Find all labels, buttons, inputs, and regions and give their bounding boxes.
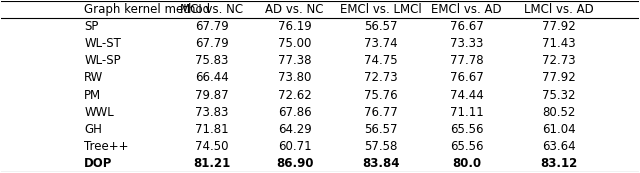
Text: WL-ST: WL-ST [84,37,121,51]
Text: 73.83: 73.83 [195,106,228,119]
Text: 76.67: 76.67 [450,71,483,84]
Text: 76.19: 76.19 [278,20,312,33]
Text: 80.52: 80.52 [542,106,575,119]
Text: 71.81: 71.81 [195,122,228,136]
Text: Graph kernel method: Graph kernel method [84,3,211,16]
Text: 76.77: 76.77 [364,106,397,119]
Text: 65.56: 65.56 [450,140,483,153]
Text: 77.92: 77.92 [542,71,576,84]
Text: 86.90: 86.90 [276,157,313,170]
Text: 71.43: 71.43 [542,37,576,51]
Text: LMCl vs. AD: LMCl vs. AD [524,3,594,16]
Text: 56.57: 56.57 [364,122,397,136]
Text: 77.78: 77.78 [450,54,483,67]
Text: 74.50: 74.50 [195,140,228,153]
Text: PM: PM [84,89,101,102]
Text: 65.56: 65.56 [450,122,483,136]
Text: WL-SP: WL-SP [84,54,121,67]
Text: 73.80: 73.80 [278,71,311,84]
Text: Tree++: Tree++ [84,140,129,153]
Text: 77.38: 77.38 [278,54,311,67]
Text: 64.29: 64.29 [278,122,312,136]
Text: 72.73: 72.73 [364,71,397,84]
Text: 81.21: 81.21 [193,157,230,170]
Text: 76.67: 76.67 [450,20,483,33]
Text: 60.71: 60.71 [278,140,311,153]
Text: 83.12: 83.12 [540,157,577,170]
Text: 61.04: 61.04 [542,122,576,136]
Text: 77.92: 77.92 [542,20,576,33]
Text: 75.32: 75.32 [542,89,576,102]
Text: 75.76: 75.76 [364,89,397,102]
Text: 57.58: 57.58 [364,140,397,153]
Text: 75.83: 75.83 [195,54,228,67]
Text: SP: SP [84,20,99,33]
Text: GH: GH [84,122,102,136]
Text: WWL: WWL [84,106,114,119]
Text: 79.87: 79.87 [195,89,228,102]
Text: AD vs. NC: AD vs. NC [265,3,324,16]
Text: MCI vs. NC: MCI vs. NC [180,3,243,16]
Text: EMCl vs. AD: EMCl vs. AD [431,3,502,16]
Text: 72.62: 72.62 [278,89,312,102]
Text: 74.44: 74.44 [450,89,483,102]
Text: 72.73: 72.73 [542,54,576,67]
Text: 63.64: 63.64 [542,140,576,153]
Text: 73.33: 73.33 [450,37,483,51]
Text: 71.11: 71.11 [450,106,483,119]
Text: 73.74: 73.74 [364,37,397,51]
Text: 75.00: 75.00 [278,37,311,51]
Text: 67.79: 67.79 [195,20,228,33]
Text: DOP: DOP [84,157,113,170]
Text: 67.86: 67.86 [278,106,311,119]
Text: RW: RW [84,71,104,84]
Text: 74.75: 74.75 [364,54,397,67]
Text: 67.79: 67.79 [195,37,228,51]
Text: 83.84: 83.84 [362,157,399,170]
Text: 56.57: 56.57 [364,20,397,33]
Text: 80.0: 80.0 [452,157,481,170]
Text: 66.44: 66.44 [195,71,228,84]
Text: EMCl vs. LMCl: EMCl vs. LMCl [340,3,421,16]
